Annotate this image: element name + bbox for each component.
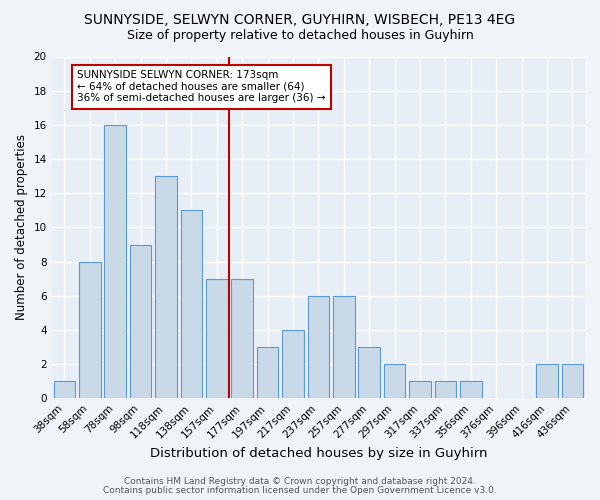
Bar [460,381,482,398]
Y-axis label: Number of detached properties: Number of detached properties [15,134,28,320]
Bar [562,364,583,398]
Bar [434,381,456,398]
Text: Contains public sector information licensed under the Open Government Licence v3: Contains public sector information licen… [103,486,497,495]
X-axis label: Distribution of detached houses by size in Guyhirn: Distribution of detached houses by size … [149,447,487,460]
Bar [104,125,126,398]
Bar [358,347,380,399]
Text: Contains HM Land Registry data © Crown copyright and database right 2024.: Contains HM Land Registry data © Crown c… [124,477,476,486]
Bar [79,262,101,398]
Bar [181,210,202,398]
Bar [232,278,253,398]
Bar [155,176,177,398]
Bar [409,381,431,398]
Bar [384,364,406,398]
Bar [206,278,227,398]
Bar [333,296,355,398]
Bar [130,244,151,398]
Bar [282,330,304,398]
Text: Size of property relative to detached houses in Guyhirn: Size of property relative to detached ho… [127,29,473,42]
Text: SUNNYSIDE SELWYN CORNER: 173sqm
← 64% of detached houses are smaller (64)
36% of: SUNNYSIDE SELWYN CORNER: 173sqm ← 64% of… [77,70,326,103]
Text: SUNNYSIDE, SELWYN CORNER, GUYHIRN, WISBECH, PE13 4EG: SUNNYSIDE, SELWYN CORNER, GUYHIRN, WISBE… [85,12,515,26]
Bar [53,381,75,398]
Bar [308,296,329,398]
Bar [257,347,278,399]
Bar [536,364,557,398]
